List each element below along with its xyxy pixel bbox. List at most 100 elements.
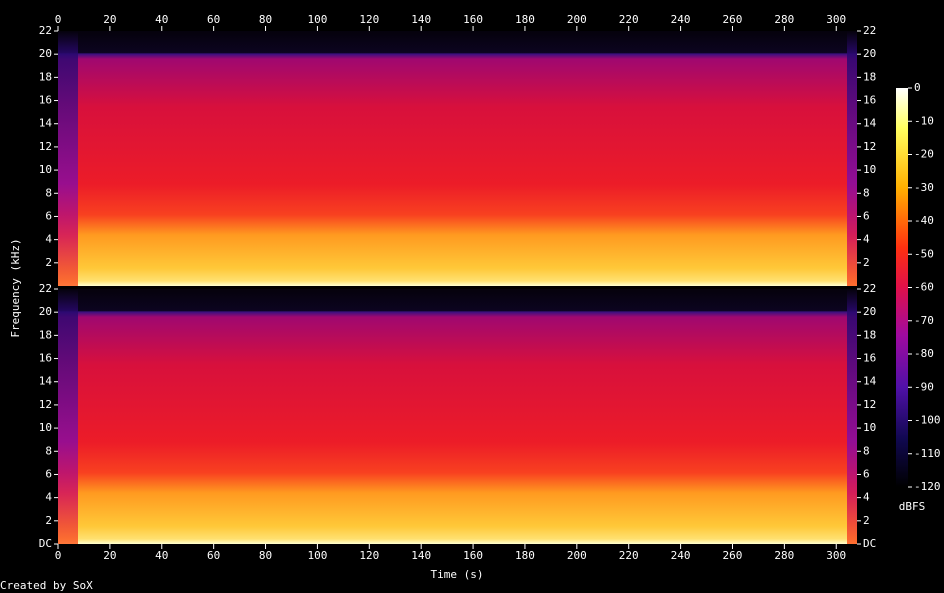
colorbar-tick-label: -60 bbox=[914, 281, 934, 294]
x-tick-label: 200 bbox=[567, 13, 587, 26]
y-tick-label: 14 bbox=[39, 117, 53, 130]
y-tick-label: 6 bbox=[45, 209, 52, 222]
y-tick-label: 18 bbox=[863, 70, 876, 83]
y-tick-label: 20 bbox=[39, 47, 52, 60]
y-tick-label: 18 bbox=[39, 70, 52, 83]
y-tick-label: 14 bbox=[39, 375, 53, 388]
x-tick-label: 20 bbox=[103, 549, 116, 562]
y-tick-label: 12 bbox=[39, 398, 52, 411]
x-tick-label: 260 bbox=[723, 549, 743, 562]
y-tick-label: 6 bbox=[45, 467, 52, 480]
y-tick-label: 2 bbox=[863, 514, 870, 527]
spectrogram-panel bbox=[58, 31, 857, 286]
y-tick-label: 14 bbox=[863, 375, 877, 388]
y-tick-label: 6 bbox=[863, 467, 870, 480]
y-tick-label: 16 bbox=[39, 352, 52, 365]
x-tick-label: 220 bbox=[619, 13, 639, 26]
y-tick-label: 18 bbox=[39, 328, 52, 341]
y-tick-label: 8 bbox=[45, 444, 52, 457]
x-tick-label: 0 bbox=[55, 13, 62, 26]
y-tick-label: 8 bbox=[45, 186, 52, 199]
y-tick-label: 22 bbox=[863, 24, 876, 37]
x-tick-label: 80 bbox=[259, 549, 272, 562]
y-tick-label: 12 bbox=[39, 140, 52, 153]
x-tick-label: 140 bbox=[411, 13, 431, 26]
x-tick-label: 280 bbox=[774, 549, 794, 562]
y-tick-label: 10 bbox=[863, 163, 876, 176]
y-tick-label: 4 bbox=[45, 491, 52, 504]
x-tick-label: 100 bbox=[307, 549, 327, 562]
y-tick-label: 20 bbox=[863, 305, 876, 318]
x-tick-label: 180 bbox=[515, 13, 535, 26]
colorbar-tick-label: -40 bbox=[914, 214, 934, 227]
y-tick-label: 20 bbox=[863, 47, 876, 60]
y-tick-label: DC bbox=[863, 537, 876, 550]
spectrogram-edge bbox=[58, 31, 78, 286]
spectrogram-edge bbox=[847, 31, 857, 286]
y-tick-label: 22 bbox=[863, 282, 876, 295]
y-tick-label: 4 bbox=[863, 233, 870, 246]
y-tick-label: 2 bbox=[45, 256, 52, 269]
x-tick-label: 80 bbox=[259, 13, 272, 26]
x-tick-label: 60 bbox=[207, 13, 220, 26]
y-tick-label: 10 bbox=[39, 421, 52, 434]
x-tick-label: 180 bbox=[515, 549, 535, 562]
y-tick-label: 18 bbox=[863, 328, 876, 341]
y-tick-label: 16 bbox=[863, 94, 876, 107]
colorbar-tick-label: -30 bbox=[914, 181, 934, 194]
x-tick-label: 100 bbox=[307, 13, 327, 26]
y-tick-label: 16 bbox=[39, 94, 52, 107]
y-tick-label: 12 bbox=[863, 140, 876, 153]
spectrogram-edge bbox=[58, 289, 78, 544]
x-tick-label: 160 bbox=[463, 13, 483, 26]
x-axis-label: Time (s) bbox=[431, 568, 484, 581]
y-tick-label: 2 bbox=[45, 514, 52, 527]
y-tick-label: 22 bbox=[39, 24, 52, 37]
x-tick-label: 40 bbox=[155, 549, 168, 562]
x-tick-label: 160 bbox=[463, 549, 483, 562]
colorbar-tick-label: -90 bbox=[914, 380, 934, 393]
colorbar-tick-label: -100 bbox=[914, 414, 941, 427]
x-tick-label: 200 bbox=[567, 549, 587, 562]
colorbar-tick-label: -10 bbox=[914, 114, 934, 127]
x-tick-label: 240 bbox=[671, 13, 691, 26]
colorbar-tick-label: -120 bbox=[914, 480, 941, 493]
x-tick-label: 300 bbox=[826, 13, 846, 26]
y-tick-label: 2 bbox=[863, 256, 870, 269]
colorbar-tick-label: -110 bbox=[914, 447, 941, 460]
x-tick-label: 60 bbox=[207, 549, 220, 562]
spectrogram-edge bbox=[847, 289, 857, 544]
x-tick-label: 120 bbox=[359, 549, 379, 562]
y-tick-label: 4 bbox=[863, 491, 870, 504]
colorbar-tick-label: -80 bbox=[914, 347, 934, 360]
y-tick-label: DC bbox=[39, 537, 52, 550]
colorbar-tick-label: -70 bbox=[914, 314, 934, 327]
x-tick-label: 240 bbox=[671, 549, 691, 562]
y-tick-label: 14 bbox=[863, 117, 877, 130]
x-tick-label: 300 bbox=[826, 549, 846, 562]
y-tick-label: 4 bbox=[45, 233, 52, 246]
y-tick-label: 10 bbox=[863, 421, 876, 434]
x-tick-label: 220 bbox=[619, 549, 639, 562]
colorbar-label: dBFS bbox=[899, 500, 926, 513]
x-tick-label: 140 bbox=[411, 549, 431, 562]
footer: Created by SoX bbox=[0, 579, 93, 592]
colorbar-tick-label: 0 bbox=[914, 81, 921, 94]
x-tick-label: 120 bbox=[359, 13, 379, 26]
y-tick-label: 22 bbox=[39, 282, 52, 295]
x-tick-label: 20 bbox=[103, 13, 116, 26]
colorbar-tick-label: -20 bbox=[914, 148, 934, 161]
colorbar-tick-label: -50 bbox=[914, 247, 934, 260]
x-tick-label: 40 bbox=[155, 13, 168, 26]
y-tick-label: 8 bbox=[863, 444, 870, 457]
y-tick-label: 12 bbox=[863, 398, 876, 411]
y-axis-label: Frequency (kHz) bbox=[9, 238, 22, 337]
x-tick-label: 260 bbox=[723, 13, 743, 26]
y-tick-label: 6 bbox=[863, 209, 870, 222]
spectrogram-panel bbox=[58, 289, 857, 544]
x-tick-label: 0 bbox=[55, 549, 62, 562]
y-tick-label: 16 bbox=[863, 352, 876, 365]
colorbar bbox=[896, 88, 908, 487]
y-tick-label: 8 bbox=[863, 186, 870, 199]
y-tick-label: 10 bbox=[39, 163, 52, 176]
